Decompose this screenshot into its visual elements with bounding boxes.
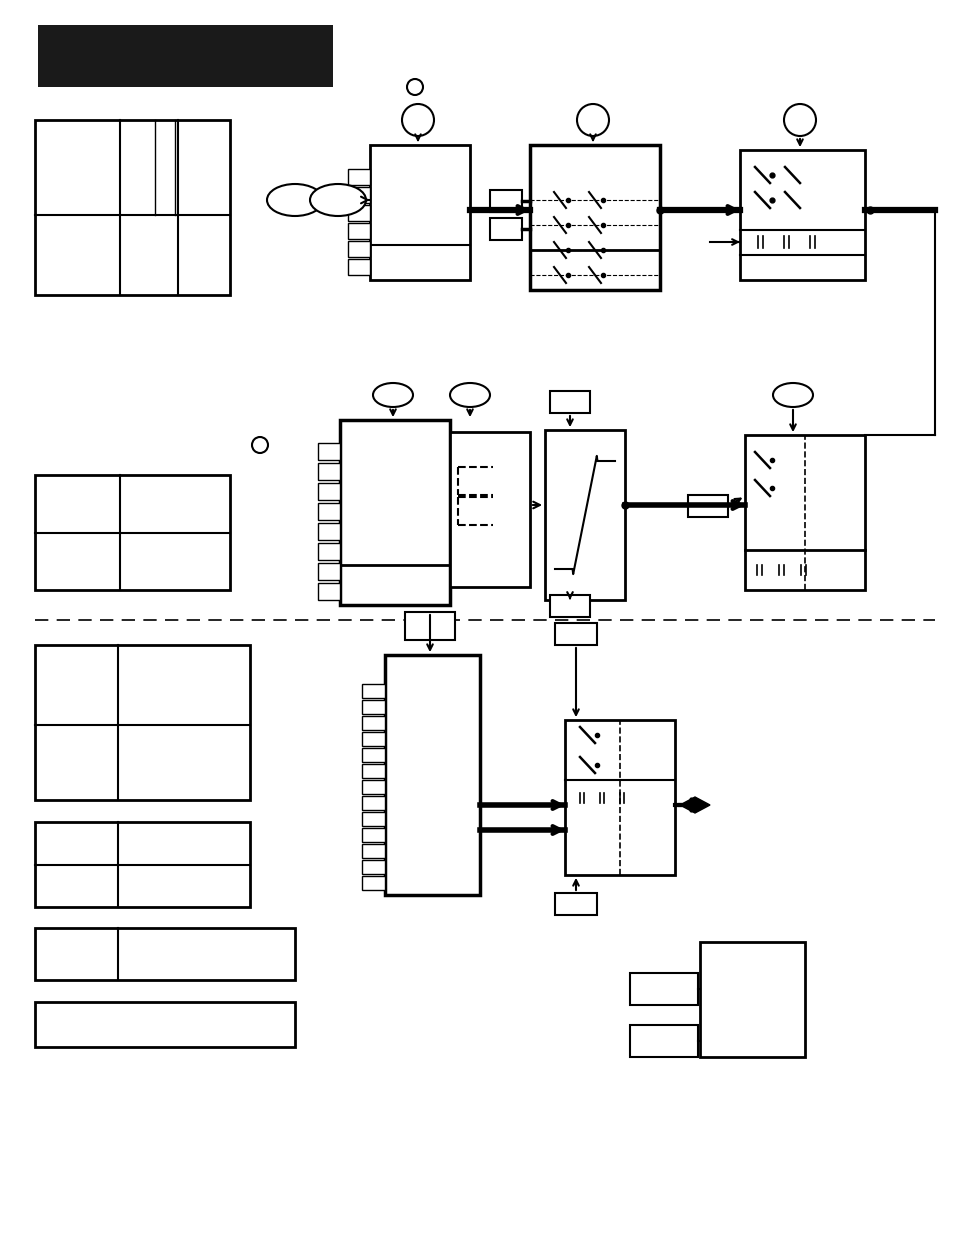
- Bar: [361, 684, 385, 698]
- Bar: [740, 149, 864, 280]
- Bar: [564, 720, 675, 876]
- Bar: [317, 463, 339, 480]
- Bar: [38, 25, 333, 86]
- Bar: [544, 430, 624, 600]
- Bar: [348, 169, 370, 185]
- Bar: [35, 823, 250, 906]
- Bar: [317, 503, 339, 520]
- Ellipse shape: [373, 383, 413, 408]
- Bar: [348, 186, 370, 203]
- Bar: [361, 860, 385, 874]
- Bar: [687, 495, 727, 517]
- Bar: [317, 443, 339, 459]
- Bar: [35, 1002, 294, 1047]
- Ellipse shape: [267, 184, 323, 216]
- Bar: [317, 563, 339, 580]
- Ellipse shape: [450, 383, 490, 408]
- Bar: [361, 797, 385, 810]
- Bar: [361, 748, 385, 762]
- Circle shape: [577, 104, 608, 136]
- Bar: [361, 811, 385, 826]
- Circle shape: [407, 79, 422, 95]
- Bar: [490, 219, 521, 240]
- Bar: [317, 522, 339, 540]
- Bar: [35, 475, 230, 590]
- Bar: [348, 205, 370, 221]
- Bar: [550, 595, 589, 618]
- Ellipse shape: [310, 184, 366, 216]
- Bar: [405, 613, 455, 640]
- Bar: [361, 716, 385, 730]
- Bar: [361, 844, 385, 858]
- Bar: [317, 483, 339, 500]
- Bar: [361, 827, 385, 842]
- Bar: [629, 1025, 698, 1057]
- Bar: [361, 876, 385, 890]
- Bar: [35, 120, 230, 295]
- Bar: [385, 655, 479, 895]
- Bar: [550, 391, 589, 412]
- Bar: [490, 190, 521, 212]
- Bar: [700, 942, 804, 1057]
- Bar: [339, 420, 450, 605]
- Bar: [35, 645, 250, 800]
- Bar: [555, 893, 597, 915]
- Bar: [450, 432, 530, 587]
- Bar: [370, 144, 470, 280]
- Bar: [317, 543, 339, 559]
- Polygon shape: [679, 797, 709, 813]
- Bar: [317, 583, 339, 600]
- Bar: [35, 927, 294, 981]
- Bar: [629, 973, 698, 1005]
- Bar: [361, 732, 385, 746]
- Circle shape: [401, 104, 434, 136]
- Bar: [361, 764, 385, 778]
- Bar: [744, 435, 864, 590]
- Circle shape: [783, 104, 815, 136]
- Ellipse shape: [772, 383, 812, 408]
- Bar: [348, 259, 370, 275]
- Circle shape: [252, 437, 268, 453]
- Bar: [555, 622, 597, 645]
- Bar: [348, 241, 370, 257]
- Bar: [361, 781, 385, 794]
- Bar: [530, 144, 659, 290]
- Bar: [348, 224, 370, 240]
- Bar: [361, 700, 385, 714]
